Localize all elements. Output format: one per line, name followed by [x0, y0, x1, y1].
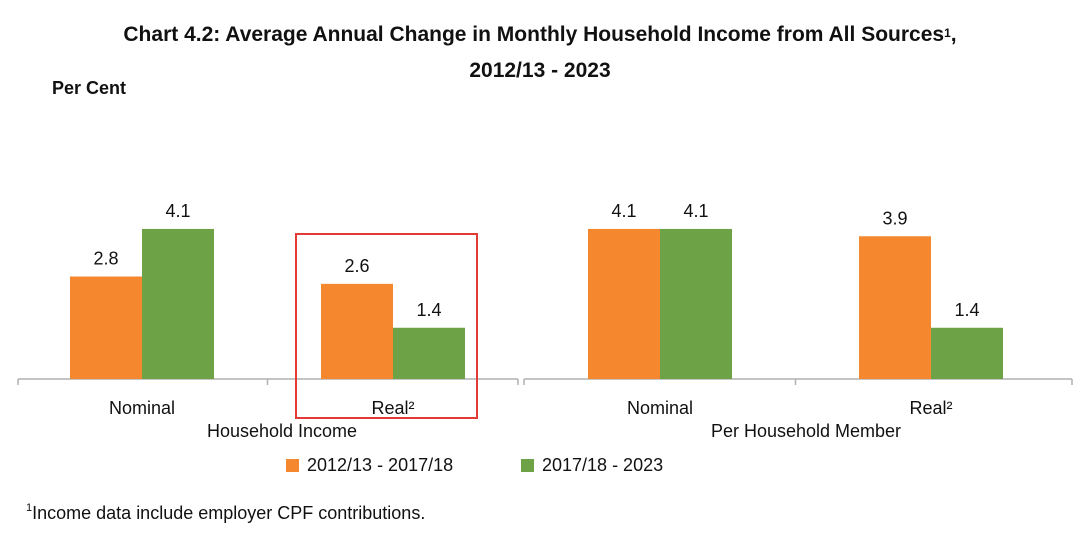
footnote: 1Income data include employer CPF contri… — [26, 502, 426, 523]
group-label: Per Household Member — [711, 421, 901, 441]
y-unit-label: Per Cent — [52, 78, 127, 98]
chart-title-line2: 2012/13 - 2023 — [469, 59, 611, 82]
category-label: Real² — [371, 398, 414, 418]
highlight-box — [295, 233, 478, 419]
group-label: Household Income — [207, 421, 357, 441]
data-label: 4.1 — [611, 201, 636, 221]
bar-series2 — [393, 327, 465, 379]
category-label: Nominal — [109, 398, 175, 418]
legend-label-series1: 2012/13 - 2017/18 — [307, 454, 454, 475]
legend-item-series2: 2017/18 - 2023 — [521, 453, 663, 477]
data-label: 2.8 — [93, 249, 118, 269]
bar-series1 — [70, 276, 142, 379]
data-label: 1.4 — [954, 300, 979, 320]
data-label: 1.4 — [416, 300, 441, 320]
data-label: 4.1 — [683, 201, 708, 221]
legend-swatch-series2 — [521, 458, 534, 472]
legend-item-series1: 2012/13 - 2017/18 — [286, 453, 453, 477]
bar-series2 — [931, 327, 1003, 379]
legend-swatch-series1 — [286, 458, 299, 472]
data-label: 3.9 — [882, 208, 907, 228]
chart-title-line1: Chart 4.2: Average Annual Change in Mont… — [123, 23, 957, 46]
data-label: 2.6 — [344, 256, 369, 276]
legend-label-series2: 2017/18 - 2023 — [542, 454, 664, 475]
data-label: 4.1 — [165, 201, 190, 221]
bar-series1 — [321, 283, 393, 379]
bar-series2 — [142, 228, 214, 379]
bar-series1 — [859, 236, 931, 379]
category-label: Real² — [909, 398, 952, 418]
bar-series2 — [660, 228, 732, 379]
bar-series1 — [588, 228, 660, 379]
category-label: Nominal — [627, 398, 693, 418]
